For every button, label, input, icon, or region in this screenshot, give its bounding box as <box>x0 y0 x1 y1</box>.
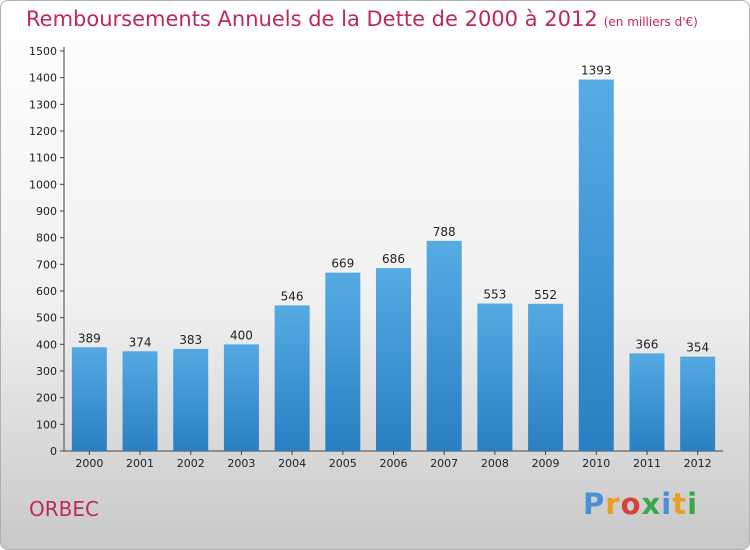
y-tick-label: 200 <box>36 392 57 405</box>
bar-value-label: 383 <box>179 333 202 347</box>
bar-value-label: 686 <box>382 252 405 266</box>
chart-title: Remboursements Annuels de la Dette de 20… <box>26 7 698 31</box>
y-tick-label: 100 <box>36 418 57 431</box>
bar <box>122 351 158 451</box>
bar-value-label: 552 <box>534 288 557 302</box>
y-tick-label: 1300 <box>29 98 57 111</box>
y-tick-label: 700 <box>36 258 57 271</box>
x-tick-label: 2003 <box>227 457 255 470</box>
y-tick-label: 900 <box>36 205 57 218</box>
x-tick-label: 2006 <box>380 457 408 470</box>
y-tick-label: 400 <box>36 338 57 351</box>
y-tick-label: 1400 <box>29 72 57 85</box>
bar <box>376 268 411 451</box>
bar <box>71 347 107 451</box>
bar <box>528 303 564 451</box>
bar <box>325 272 361 451</box>
x-tick-label: 2000 <box>75 457 103 470</box>
logo-letter: o <box>620 487 642 521</box>
logo-letter: r <box>605 487 621 521</box>
y-tick-label: 600 <box>36 285 57 298</box>
y-tick-label: 1200 <box>29 125 57 138</box>
x-tick-label: 2002 <box>177 457 205 470</box>
city-name: ORBEC <box>29 497 99 521</box>
chart-subtitle: (en milliers d'€) <box>603 15 698 29</box>
logo-letter: P <box>583 487 606 521</box>
bar <box>578 79 614 452</box>
title-text: Remboursements Annuels de la Dette de 20… <box>26 7 598 31</box>
bar-value-label: 400 <box>230 328 253 342</box>
y-tick-label: 1100 <box>29 152 57 165</box>
x-tick-label: 2011 <box>633 457 661 470</box>
bar <box>629 353 665 451</box>
x-tick-label: 2008 <box>481 457 509 470</box>
y-tick-label: 1000 <box>29 178 57 191</box>
bar-value-label: 389 <box>78 331 101 345</box>
bar <box>274 305 310 451</box>
bar-value-label: 354 <box>686 341 709 355</box>
bar <box>173 348 209 451</box>
logo-letter: x <box>641 487 662 521</box>
logo-letter: t <box>672 487 688 521</box>
y-tick-label: 800 <box>36 232 57 245</box>
proxiti-logo: Proxiti <box>583 487 698 521</box>
y-tick-label: 500 <box>36 312 57 325</box>
bar-value-label: 669 <box>331 257 354 271</box>
bar <box>477 303 513 451</box>
x-tick-label: 2010 <box>582 457 610 470</box>
y-tick-label: 300 <box>36 365 57 378</box>
bar-value-label: 546 <box>281 289 304 303</box>
bar-value-label: 374 <box>129 335 152 349</box>
x-tick-label: 2001 <box>126 457 154 470</box>
y-tick-label: 0 <box>50 445 57 458</box>
bar-value-label: 366 <box>636 337 659 351</box>
bar <box>223 344 259 451</box>
x-tick-label: 2009 <box>532 457 560 470</box>
logo-letter: i <box>661 487 673 521</box>
bar-value-label: 1393 <box>581 64 612 78</box>
logo-letter: i <box>687 487 699 521</box>
bar <box>680 356 716 451</box>
x-tick-label: 2012 <box>684 457 712 470</box>
bar <box>426 240 462 451</box>
bar-value-label: 553 <box>483 288 506 302</box>
x-tick-label: 2005 <box>329 457 357 470</box>
x-tick-label: 2007 <box>430 457 458 470</box>
y-tick-label: 1500 <box>29 45 57 58</box>
x-tick-label: 2004 <box>278 457 306 470</box>
bar-value-label: 788 <box>433 225 456 239</box>
